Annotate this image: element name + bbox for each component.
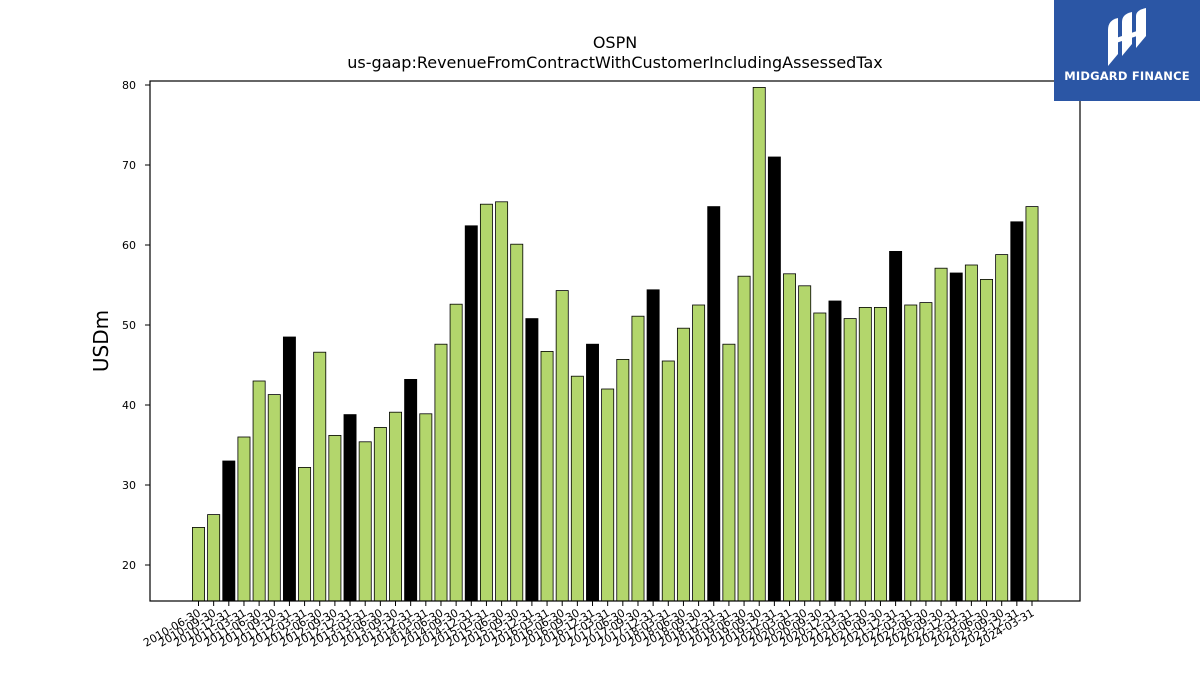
bar-2016-03-31 bbox=[540, 350, 554, 602]
midgard-finance-logo: MIDGARD FINANCE bbox=[1054, 0, 1200, 101]
bar-2018-03-31 bbox=[661, 360, 675, 602]
bar-2017-12-31 bbox=[646, 289, 660, 602]
bar-2017-09-30 bbox=[631, 315, 645, 602]
x-axis: 2010-06-302010-09-302010-12-312011-03-31… bbox=[141, 601, 1037, 650]
y-tick-label: 60 bbox=[122, 239, 136, 252]
y-tick-label: 20 bbox=[122, 559, 136, 572]
bar-2015-03-31 bbox=[479, 203, 493, 602]
bar-2010-06-30 bbox=[192, 527, 205, 602]
bar-2016-09-30 bbox=[570, 375, 584, 602]
bar-2019-03-31 bbox=[722, 343, 736, 602]
y-axis: 20 30 40 50 60 70 80 bbox=[122, 79, 150, 572]
bar-2013-06-30 bbox=[373, 426, 387, 602]
bar-2020-12-31 bbox=[828, 300, 842, 602]
bar-2011-03-31 bbox=[237, 436, 251, 602]
bar-2020-09-30 bbox=[813, 312, 827, 602]
chart-title: OSPN bbox=[593, 33, 637, 52]
bar-2018-06-30 bbox=[676, 327, 690, 602]
bar-2016-06-30 bbox=[555, 290, 569, 602]
bar-2021-06-30 bbox=[858, 306, 872, 602]
bar-2015-09-30 bbox=[510, 243, 524, 602]
bar-2017-03-31 bbox=[601, 388, 615, 602]
bar-2010-12-31 bbox=[222, 460, 236, 602]
logo-text: MIDGARD FINANCE bbox=[1064, 69, 1190, 83]
bar-2013-09-30 bbox=[389, 411, 402, 602]
bar-2011-12-31 bbox=[282, 336, 296, 602]
bar-2015-06-30 bbox=[495, 201, 509, 602]
bar-2013-03-31 bbox=[358, 441, 372, 602]
bar-2021-09-30 bbox=[873, 306, 887, 602]
y-tick-label: 30 bbox=[122, 479, 136, 492]
bar-2022-03-31 bbox=[904, 304, 918, 602]
bar-2018-12-31 bbox=[707, 206, 721, 602]
midgard-logo-icon bbox=[1108, 8, 1146, 66]
bar-2019-12-31 bbox=[767, 156, 781, 602]
bar-2022-09-30 bbox=[934, 267, 948, 602]
bar-2013-12-31 bbox=[404, 378, 418, 602]
bar-2020-06-30 bbox=[798, 285, 812, 602]
bar-2022-12-31 bbox=[949, 272, 963, 602]
bar-2012-06-30 bbox=[313, 351, 327, 602]
bar-2015-12-31 bbox=[525, 318, 539, 602]
bar-2018-09-30 bbox=[692, 304, 706, 602]
bar-2011-09-30 bbox=[267, 394, 281, 602]
bar-2021-12-31 bbox=[889, 250, 903, 602]
y-axis-label: USDm bbox=[89, 310, 113, 372]
bar-2014-06-30 bbox=[434, 343, 448, 602]
bar-2010-09-30 bbox=[207, 514, 221, 602]
bar-2016-12-31 bbox=[586, 343, 599, 602]
bar-2020-03-31 bbox=[783, 273, 796, 602]
bar-2012-03-31 bbox=[298, 466, 312, 602]
plot-frame bbox=[149, 80, 1081, 602]
bar-2019-06-30 bbox=[737, 275, 751, 602]
bar-2023-09-30 bbox=[995, 254, 1009, 602]
bar-2014-03-31 bbox=[419, 413, 433, 602]
chart-subtitle: us-gaap:RevenueFromContractWithCustomerI… bbox=[347, 53, 882, 72]
bar-2017-06-30 bbox=[616, 358, 630, 602]
bar-2012-09-30 bbox=[328, 434, 342, 602]
bar-2023-12-31 bbox=[1010, 221, 1024, 602]
bar-2023-06-30 bbox=[980, 278, 993, 602]
bar-2024-03-31 bbox=[1025, 206, 1039, 602]
y-tick-label: 40 bbox=[122, 399, 136, 412]
bar-2023-03-31 bbox=[964, 264, 978, 602]
bars-group bbox=[192, 87, 1039, 602]
bar-2021-03-31 bbox=[843, 318, 857, 602]
bar-2014-09-30 bbox=[449, 303, 463, 602]
y-tick-label: 50 bbox=[122, 319, 136, 332]
bar-2014-12-31 bbox=[464, 225, 478, 602]
bar-2019-09-30 bbox=[752, 87, 766, 602]
bar-2012-12-31 bbox=[343, 414, 357, 602]
bar-2011-06-30 bbox=[252, 380, 266, 602]
y-tick-label: 70 bbox=[122, 159, 136, 172]
y-tick-label: 80 bbox=[122, 79, 136, 92]
bar-2022-06-30 bbox=[919, 302, 933, 602]
